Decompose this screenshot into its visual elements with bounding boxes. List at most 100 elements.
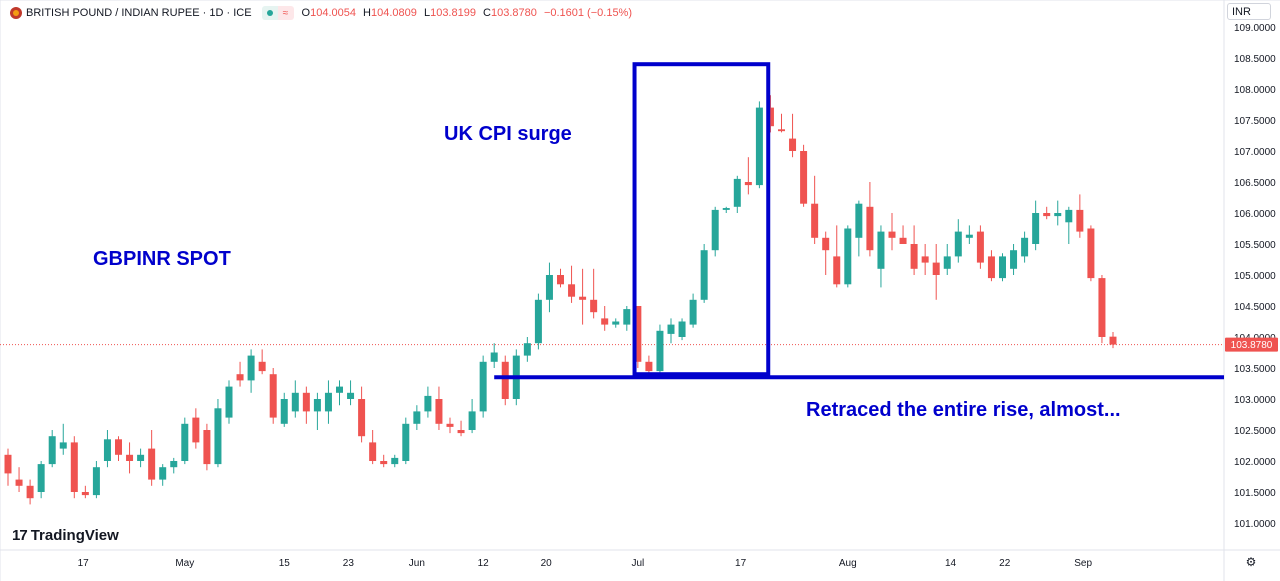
price-tick-label: 103.0000 <box>1234 395 1276 406</box>
candle-body <box>722 208 730 210</box>
currency-flag-icon <box>10 7 22 19</box>
candle-body <box>302 392 310 412</box>
price-tick-label: 108.0000 <box>1234 85 1276 96</box>
candle-body <box>965 234 973 238</box>
gbpinr-spot-label: GBPINR SPOT <box>93 248 231 270</box>
time-tick-label: Jul <box>631 558 644 569</box>
candle-body <box>932 262 940 275</box>
candle-body <box>313 399 321 412</box>
candle-body <box>545 275 553 300</box>
price-tick-label: 108.5000 <box>1234 54 1276 65</box>
candle-body <box>999 256 1006 279</box>
candle-body <box>336 386 343 393</box>
candle-body <box>1076 209 1084 232</box>
candle-body <box>844 228 852 285</box>
price-tick-label: 103.5000 <box>1234 364 1276 375</box>
candle-body <box>678 321 686 337</box>
candle-body <box>59 442 67 449</box>
candle-body <box>778 129 785 132</box>
candle-body <box>26 485 34 499</box>
candles-layer <box>4 95 1117 505</box>
gear-icon[interactable]: ⚙ <box>1245 555 1257 569</box>
candle-body <box>37 464 45 492</box>
candle-body <box>291 392 299 412</box>
candle-body <box>214 408 222 465</box>
candle-body <box>446 423 454 427</box>
currency-button[interactable]: INR <box>1227 3 1271 20</box>
candle-body <box>369 442 377 461</box>
time-tick-label: 15 <box>279 558 291 569</box>
candle-body <box>324 392 332 412</box>
time-axis[interactable]: 17 May 15 23 Jun 12 20 Jul 17 Aug 14 22 Sep <box>78 558 1093 569</box>
ohlc-values: O104.0054 H104.0809 L103.8199 C103.8780 … <box>302 7 636 19</box>
candle-body <box>159 467 167 480</box>
symbol-title[interactable]: BRITISH POUND / INDIAN RUPEE · 1D · ICE <box>26 7 252 19</box>
candle-body <box>656 330 664 372</box>
close-value: 103.8780 <box>490 7 537 19</box>
candle-body <box>579 296 587 300</box>
candle-body <box>590 299 598 313</box>
price-tick-label: 104.5000 <box>1234 302 1276 313</box>
price-tick-label: 102.5000 <box>1234 426 1276 437</box>
candle-body <box>181 423 189 461</box>
market-status[interactable]: ≈ <box>261 6 294 20</box>
price-tick-label: 106.0000 <box>1234 209 1276 220</box>
time-tick-label: 22 <box>999 558 1011 569</box>
candle-body <box>1032 213 1040 244</box>
candle-body <box>15 479 23 486</box>
tradingview-wordmark: TradingView <box>30 527 119 544</box>
candle-body <box>247 355 255 381</box>
candle-body <box>126 454 134 461</box>
candle-body <box>501 361 509 399</box>
tradingview-icon: 17 <box>12 527 28 544</box>
candle-body <box>402 423 410 461</box>
candle-body <box>899 237 907 244</box>
candle-body <box>866 206 874 251</box>
candle-body <box>1021 237 1029 257</box>
candle-body <box>203 430 211 465</box>
candle-body <box>81 492 89 496</box>
candle-body <box>391 457 399 465</box>
time-tick-label: 17 <box>735 558 747 569</box>
time-tick-label: 12 <box>478 558 490 569</box>
time-tick-label: 14 <box>945 558 957 569</box>
high-key: H <box>363 7 371 19</box>
candle-body <box>645 361 653 372</box>
candle-body <box>888 231 896 238</box>
candle-body <box>634 306 642 362</box>
time-tick-label: Sep <box>1074 558 1092 569</box>
candle-body <box>822 237 830 251</box>
candle-body <box>612 321 620 325</box>
candle-body <box>976 231 984 263</box>
change-value: −0.1601 (−0.15%) <box>543 7 633 19</box>
price-tick-label: 101.5000 <box>1234 488 1276 499</box>
time-tick-label: May <box>175 558 194 569</box>
candle-body <box>468 411 476 430</box>
candle-body <box>380 461 388 465</box>
candle-body <box>258 361 266 372</box>
candle-body <box>855 203 863 238</box>
candle-body <box>269 374 277 418</box>
open-value: 104.0054 <box>310 7 356 19</box>
tradingview-logo[interactable]: 17 TradingView <box>12 527 119 544</box>
last-price-tag: 103.8780 <box>1225 337 1278 352</box>
price-tick-label: 101.0000 <box>1234 519 1276 530</box>
candle-body <box>601 318 609 325</box>
candle-body <box>689 299 697 325</box>
candle-body <box>115 439 122 455</box>
candle-body <box>1087 228 1095 279</box>
candle-body <box>358 399 366 437</box>
time-tick-label: 20 <box>541 558 553 569</box>
candle-body <box>225 386 233 418</box>
symbol-header[interactable]: BRITISH POUND / INDIAN RUPEE · 1D · ICE … <box>10 6 636 20</box>
candle-body <box>347 392 355 399</box>
candle-body <box>192 417 200 443</box>
candle-body <box>413 411 421 424</box>
market-open-icon <box>261 6 278 20</box>
time-tick-label: Aug <box>839 558 857 569</box>
time-tick-label: 17 <box>78 558 90 569</box>
candle-body <box>568 284 576 297</box>
candle-body <box>1010 250 1018 269</box>
price-axis[interactable]: 109.0000 108.5000 108.0000 107.5000 107.0000… <box>1234 23 1276 530</box>
